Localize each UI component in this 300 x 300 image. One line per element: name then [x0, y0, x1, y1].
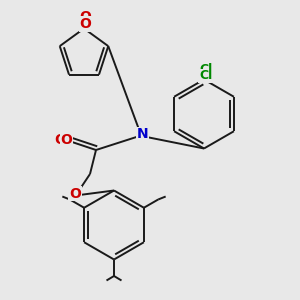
Text: O: O — [80, 17, 92, 31]
Text: O: O — [55, 133, 67, 146]
Text: N: N — [137, 128, 148, 141]
Text: O: O — [69, 187, 81, 200]
Text: O: O — [80, 10, 92, 24]
Text: O: O — [69, 187, 81, 200]
Text: O: O — [61, 133, 73, 146]
Text: Cl: Cl — [199, 63, 212, 76]
Text: Cl: Cl — [199, 69, 212, 82]
Text: N: N — [137, 128, 148, 141]
